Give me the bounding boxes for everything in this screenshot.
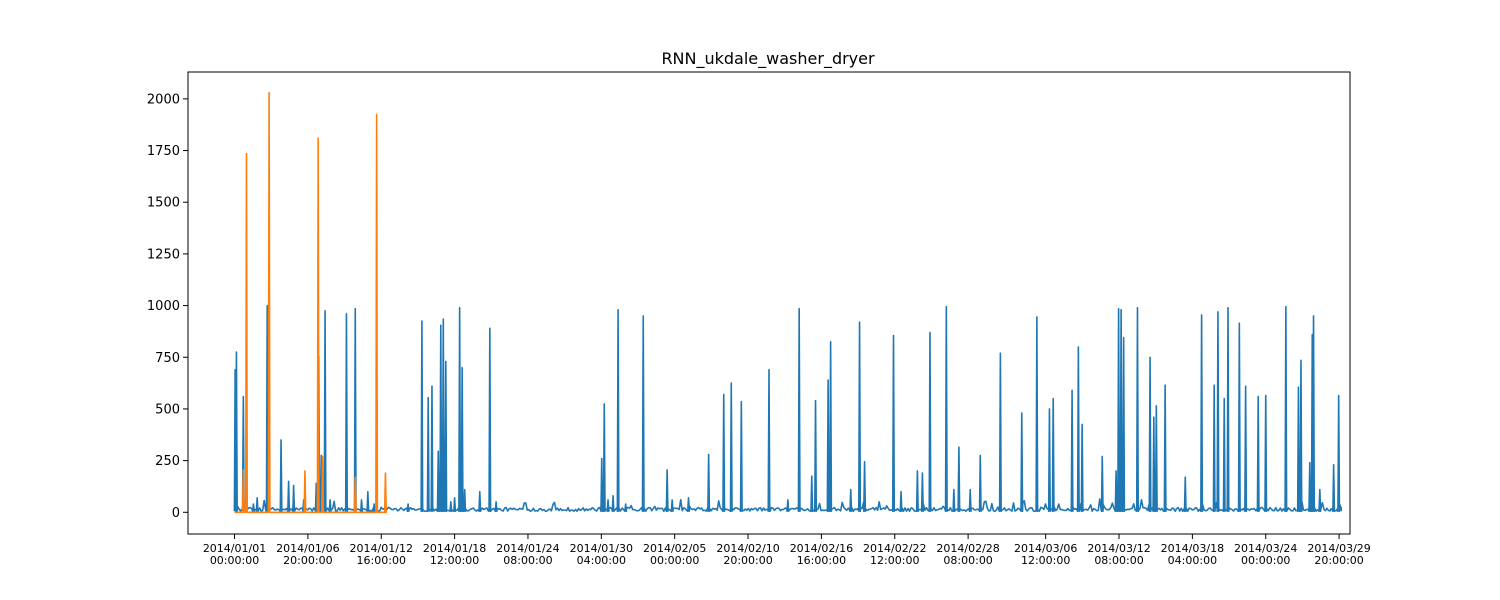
x-tick-label: 2014/03/06 12:00:00 <box>1014 542 1077 567</box>
x-tick-label: 2014/01/30 04:00:00 <box>570 542 633 567</box>
y-tick-label: 2000 <box>147 92 180 107</box>
x-tick-label: 2014/02/16 16:00:00 <box>790 542 853 567</box>
x-tick-label: 2014/01/24 08:00:00 <box>496 542 559 567</box>
chart-title: RNN_ukdale_washer_dryer <box>661 49 875 69</box>
plot-area-frame <box>187 71 1351 535</box>
x-tick-label: 2014/01/01 00:00:00 <box>203 542 266 567</box>
x-tick-label: 2014/02/05 00:00:00 <box>643 542 706 567</box>
x-axis: 2014/01/01 00:00:00 2014/01/06 20:00:00 2014… <box>203 534 1371 567</box>
y-tick-label: 1250 <box>147 247 180 262</box>
y-tick-label: 1750 <box>147 144 180 159</box>
x-tick-label: 2014/01/18 12:00:00 <box>423 542 486 567</box>
series-line-1 <box>233 304 1342 513</box>
y-axis: 0 250 500 750 1000 1250 1500 1750 2000 <box>147 92 188 521</box>
y-tick-label: 750 <box>155 351 180 366</box>
x-tick-label: 2014/01/12 16:00:00 <box>350 542 413 567</box>
x-tick-label: 2014/03/18 04:00:00 <box>1161 542 1224 567</box>
x-tick-label: 2014/02/22 12:00:00 <box>863 542 926 567</box>
y-tick-label: 1000 <box>147 299 180 314</box>
y-tick-label: 0 <box>172 506 180 521</box>
x-tick-label: 2014/01/06 20:00:00 <box>276 542 339 567</box>
series-line-2 <box>234 91 387 514</box>
x-tick-label: 2014/03/29 20:00:00 <box>1307 542 1370 567</box>
x-tick-label: 2014/02/28 08:00:00 <box>936 542 999 567</box>
x-tick-label: 2014/02/10 20:00:00 <box>716 542 779 567</box>
x-tick-label: 2014/03/12 08:00:00 <box>1087 542 1150 567</box>
y-tick-label: 500 <box>155 402 180 417</box>
series-layer <box>233 91 1342 514</box>
y-tick-label: 250 <box>155 454 180 469</box>
y-tick-label: 1500 <box>147 196 180 211</box>
x-tick-label: 2014/03/24 00:00:00 <box>1234 542 1297 567</box>
